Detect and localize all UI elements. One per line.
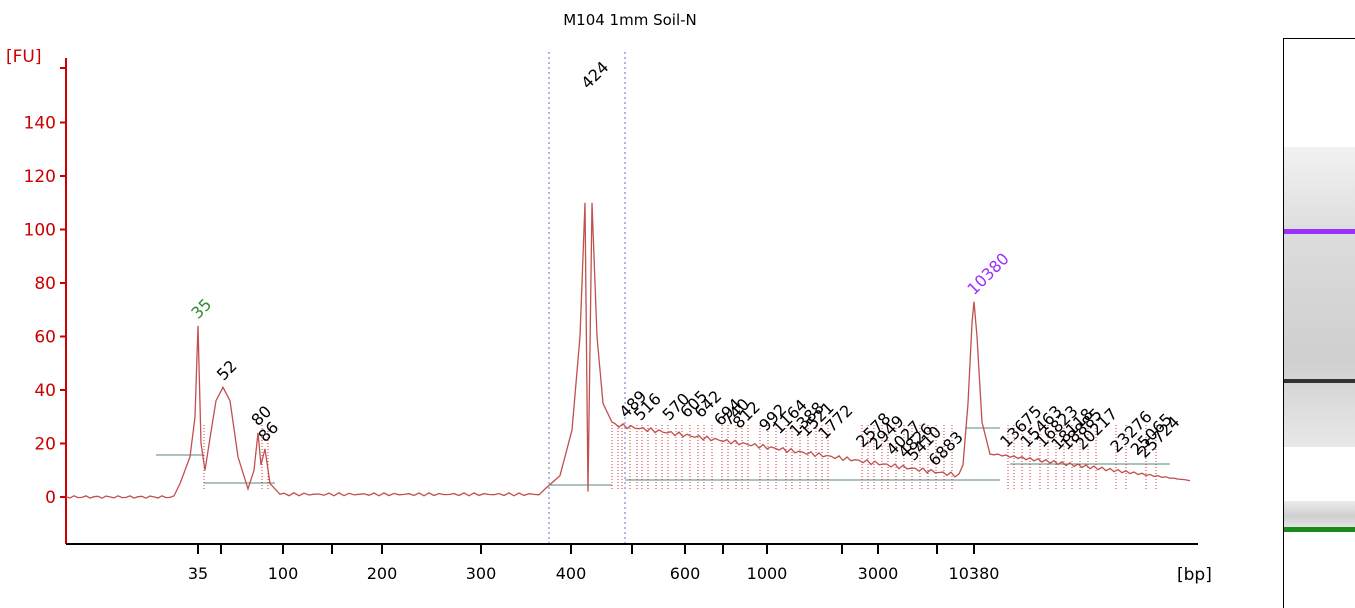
y-tick-label: 0 — [45, 488, 56, 508]
x-tick-label: 35 — [188, 564, 208, 583]
peak-label: 424 — [577, 58, 612, 93]
y-tick-label: 140 — [24, 114, 56, 134]
peak-label: 10380 — [963, 249, 1012, 298]
x-axis: 35 100 200 300 400 600 1000 3000 10380 — [66, 543, 1198, 583]
x-axis-label: [bp] — [1177, 565, 1212, 585]
x-tick-label: 300 — [466, 564, 497, 583]
y-tick-label: 80 — [34, 274, 56, 294]
y-tick-label: 120 — [24, 167, 56, 187]
gel-lower-smear — [1284, 501, 1355, 531]
peak-labels: 3552808642448951657060564269474081299211… — [187, 58, 1183, 470]
gel-smear — [1284, 147, 1355, 447]
y-axis-label: [FU] — [6, 47, 42, 67]
trace-line — [65, 202, 1191, 499]
electropherogram-chart: M104 1mm Soil-N [FU] [bp] 0 20 40 60 80 100 12… — [6, 11, 1212, 585]
x-tick-label: 100 — [268, 564, 299, 583]
x-tick-label: 200 — [367, 564, 398, 583]
x-tick-label: 3000 — [858, 564, 899, 583]
x-tick-label: 600 — [670, 564, 701, 583]
x-tick-label: 1000 — [747, 564, 788, 583]
chart-title: M104 1mm Soil-N — [563, 11, 697, 29]
gel-band-main-band — [1284, 379, 1355, 383]
gel-band-lower-marker — [1284, 527, 1355, 532]
gel-lane — [1283, 38, 1355, 608]
y-tick-label: 20 — [34, 435, 56, 455]
x-tick-label: 400 — [556, 564, 587, 583]
peak-label: 52 — [213, 356, 241, 384]
y-tick-label: 40 — [34, 381, 56, 401]
plot-area — [65, 202, 1191, 499]
y-tick-label: 60 — [34, 328, 56, 348]
y-axis: 0 20 40 60 80 100 120 140 — [24, 58, 67, 544]
x-tick-label: 10380 — [949, 564, 1000, 583]
peak-label: 35 — [187, 295, 215, 323]
gel-band-upper-marker — [1284, 229, 1355, 234]
y-tick-label: 100 — [24, 221, 56, 241]
peak-region-markers — [156, 52, 1170, 544]
